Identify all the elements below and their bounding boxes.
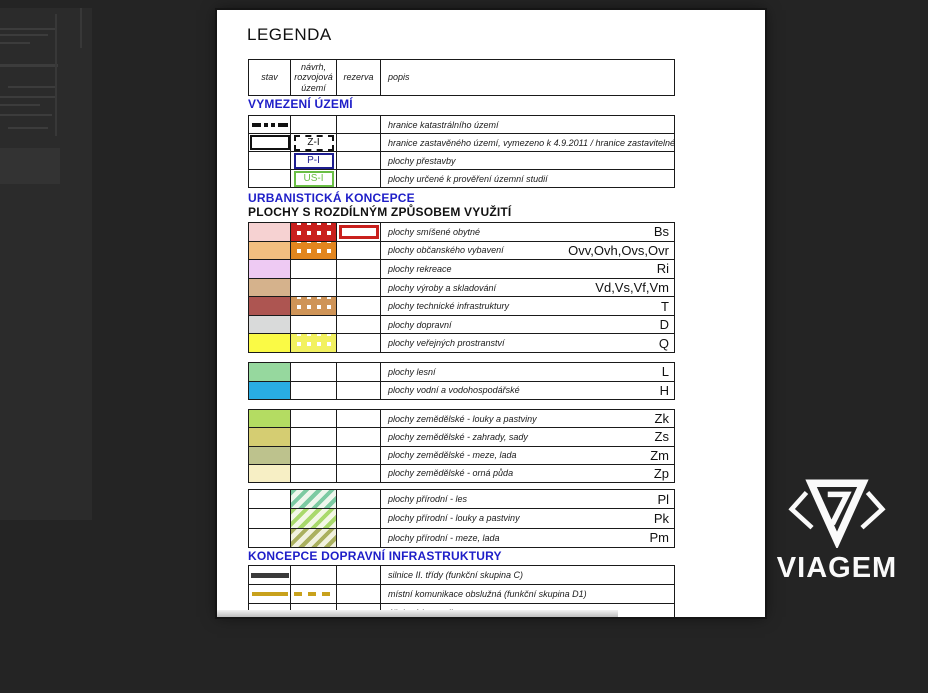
legend-row-q: plochy veřejných prostranství Q <box>249 334 674 353</box>
section-title-vymezeni: VYMEZENÍ ÚZEMÍ <box>248 97 353 111</box>
color-swatch <box>249 446 290 464</box>
section-title-doprava: KONCEPCE DOPRAVNÍ INFRASTRUKTURY <box>248 549 502 563</box>
color-swatch <box>249 297 290 315</box>
pattern-swatch <box>291 334 336 353</box>
pattern-swatch <box>291 241 336 260</box>
color-swatch <box>249 278 290 297</box>
local-road-dashed-line-icon <box>293 592 334 596</box>
legend-row-l: plochy lesní L <box>249 363 674 382</box>
hatch-swatch <box>291 528 336 547</box>
color-swatch <box>249 381 290 399</box>
badge-usi: US-I <box>293 170 334 187</box>
table-header-row: stav návrh, rozvojová území rezerva popi… <box>249 60 674 95</box>
legend-row-zm: plochy zemědělské - meze, lada Zm <box>249 446 674 465</box>
color-swatch <box>249 223 290 241</box>
table-les-voda: plochy lesní L plochy vodní a vodohospodá… <box>248 362 675 400</box>
col-header-navrh: návrh, rozvojová území <box>294 61 333 93</box>
color-swatch <box>249 410 290 428</box>
col-header-stav: stav <box>261 72 278 83</box>
legend-row-mistni-komunikace: místní komunikace obslužná (funkční skup… <box>249 585 674 604</box>
legend-row-zs: plochy zemědělské - zahrady, sady Zs <box>249 428 674 447</box>
legend-row-uzemni-studie: US-I plochy určené k prověření územní st… <box>249 170 674 187</box>
legend-row-ovv: plochy občanského vybavení Ovv,Ovh,Ovs,Ov… <box>249 241 674 261</box>
color-swatch <box>249 241 290 260</box>
pattern-swatch <box>291 297 336 315</box>
table-vymezeni: hranice katastrálního území Z-I hranice … <box>248 115 675 188</box>
legend-row-vd: plochy výroby a skladování Vd,Vs,Vf,Vm <box>249 278 674 298</box>
legend-row-zk: plochy zemědělské - louky a pastviny Zk <box>249 410 674 429</box>
legend-row-t: plochy technické infrastruktury T <box>249 297 674 316</box>
viagem-watermark: VIAGEM <box>762 474 912 585</box>
table-zemedelske: plochy zemědělské - louky a pastviny Zk p… <box>248 409 675 483</box>
road-class2-line-icon <box>250 572 289 578</box>
section-title-urbanisticka: URBANISTICKÁ KONCEPCE <box>248 191 415 205</box>
legend-document-page: LEGENDA stav návrh, rozvojová území reze… <box>215 8 767 619</box>
legend-header-table: stav návrh, rozvojová území rezerva popi… <box>248 59 675 96</box>
legend-row-ri: plochy rekreace Ri <box>249 260 674 279</box>
legend-row-silnice: silnice II. třídy (funkční skupina C) <box>249 566 674 585</box>
legend-row-hranice-katastralni: hranice katastrálního území <box>249 116 674 134</box>
local-road-line-icon <box>251 592 288 596</box>
hatch-swatch <box>291 490 336 509</box>
viagem-gem-icon <box>788 479 886 548</box>
color-swatch <box>249 315 290 334</box>
reserve-rect-icon <box>338 224 379 239</box>
col-header-rezerva: rezerva <box>343 72 374 83</box>
col-header-popis: popis <box>388 72 410 83</box>
horizontal-scrollbar[interactable] <box>217 610 618 617</box>
color-swatch <box>249 260 290 278</box>
built-up-area-rect-icon <box>249 135 290 150</box>
background-page-thumbnail <box>0 8 92 520</box>
color-swatch <box>249 363 290 381</box>
section-subtitle-plochy: PLOCHY S ROZDÍLNÝM ZPŮSOBEM VYUŽITÍ <box>248 205 512 219</box>
color-swatch <box>249 428 290 446</box>
legend-row-h: plochy vodní a vodohospodářské H <box>249 381 674 399</box>
legend-row-hranice-zastavene: Z-I hranice zastavěného území, vymezeno … <box>249 134 674 152</box>
hatch-swatch <box>291 509 336 528</box>
legend-row-zp: plochy zemědělské - orná půda Zp <box>249 464 674 482</box>
cadastral-boundary-line-icon <box>251 122 288 127</box>
legend-row-pl: plochy přírodní - les Pl <box>249 490 674 510</box>
table-urbanisticka: plochy smíšené obytné Bs plochy občanskéh… <box>248 222 675 353</box>
color-swatch <box>249 464 290 482</box>
legend-row-bs: plochy smíšené obytné Bs <box>249 223 674 242</box>
pattern-swatch <box>291 223 336 241</box>
legend-row-d: plochy dopravní D <box>249 315 674 335</box>
viagem-brand-text: VIAGEM <box>776 552 898 584</box>
badge-zi: Z-I <box>293 134 334 151</box>
color-swatch <box>249 334 290 353</box>
page-title: LEGENDA <box>247 25 332 44</box>
badge-pi: P-I <box>293 152 334 169</box>
legend-row-prestavby: P-I plochy přestavby <box>249 152 674 170</box>
table-prirodni: plochy přírodní - les Pl plochy přírodní … <box>248 489 675 548</box>
legend-row-pk: plochy přírodní - louky a pastviny Pk <box>249 509 674 529</box>
legend-row-pm: plochy přírodní - meze, lada Pm <box>249 528 674 547</box>
